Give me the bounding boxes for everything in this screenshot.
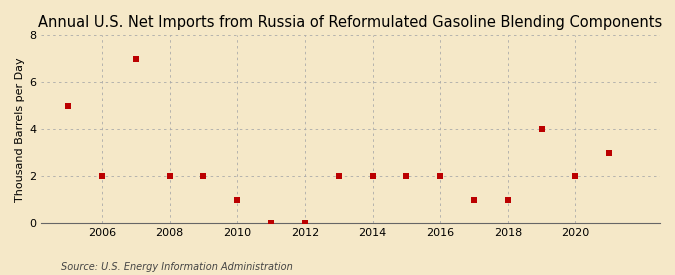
- Y-axis label: Thousand Barrels per Day: Thousand Barrels per Day: [15, 57, 25, 202]
- Point: [536, 127, 547, 131]
- Point: [232, 197, 243, 202]
- Point: [367, 174, 378, 178]
- Text: Source: U.S. Energy Information Administration: Source: U.S. Energy Information Administ…: [61, 262, 292, 272]
- Point: [130, 57, 141, 61]
- Point: [468, 197, 479, 202]
- Point: [435, 174, 446, 178]
- Point: [164, 174, 175, 178]
- Point: [266, 221, 277, 225]
- Point: [502, 197, 513, 202]
- Point: [198, 174, 209, 178]
- Point: [63, 104, 74, 108]
- Point: [333, 174, 344, 178]
- Point: [300, 221, 310, 225]
- Point: [570, 174, 581, 178]
- Point: [604, 150, 615, 155]
- Point: [97, 174, 107, 178]
- Point: [401, 174, 412, 178]
- Title: Annual U.S. Net Imports from Russia of Reformulated Gasoline Blending Components: Annual U.S. Net Imports from Russia of R…: [38, 15, 663, 30]
